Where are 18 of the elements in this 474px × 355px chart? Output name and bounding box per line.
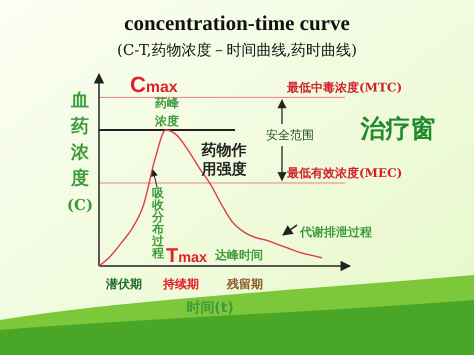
chart-title: concentration-time curve — [124, 11, 350, 35]
text: Cmax — [130, 72, 178, 97]
text: 残留期 — [226, 277, 263, 291]
text: 持续期 — [162, 277, 199, 291]
x-axis-title: 时间(t) — [186, 300, 234, 316]
ref-line-label: 最低有效浓度(MEC) — [286, 166, 402, 180]
annotation: 药物作用强度 — [200, 141, 246, 178]
annotation: Tmax — [166, 245, 208, 267]
y-axis-title: 血药浓度(C) — [66, 90, 94, 214]
chart-subtitle: (C-T,药物浓度－时间曲线,药时曲线) — [116, 41, 358, 59]
annotation: 达峰时间 — [214, 248, 263, 262]
annotation: 吸收分布过程 — [151, 186, 165, 260]
annotation: 代谢排泄过程 — [299, 225, 372, 239]
text: 治疗窗 — [360, 114, 436, 143]
text: 潜伏期 — [105, 277, 142, 291]
ref-line-label: 最低中毒浓度(MTC) — [286, 80, 402, 94]
ref-line-label: 药峰浓度 — [154, 96, 180, 128]
annotation: 安全范围 — [266, 128, 314, 142]
